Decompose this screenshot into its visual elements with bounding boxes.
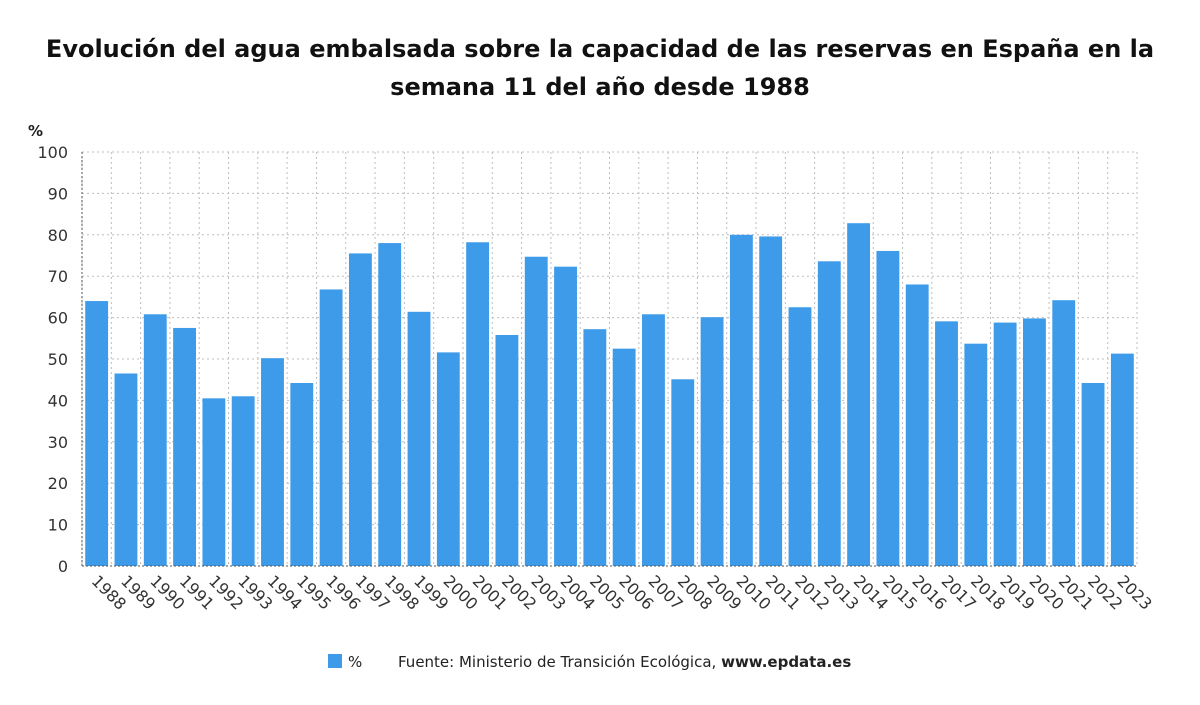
bar-2020 [1023, 318, 1046, 566]
bar-2023 [1110, 353, 1134, 566]
bar-2013 [817, 261, 841, 566]
y-tick-label: 10 [48, 516, 68, 535]
bar-2021 [1052, 300, 1076, 566]
bar-2011 [759, 236, 783, 566]
bar-2017 [935, 321, 958, 566]
y-tick-label: 0 [58, 557, 68, 576]
bar-1990 [143, 314, 167, 566]
y-tick-label: 50 [48, 350, 68, 369]
legend: % Fuente: Ministerio de Transición Ecoló… [328, 653, 851, 671]
bar-2014 [847, 223, 871, 566]
bars [85, 223, 1134, 567]
chart-title: Evolución del agua embalsada sobre la ca… [45, 35, 1155, 101]
y-tick-label: 20 [48, 474, 68, 493]
legend-swatch [328, 654, 342, 668]
y-axis-unit-label: % [28, 122, 43, 140]
bar-2001 [466, 242, 490, 566]
bar-2007 [642, 314, 665, 566]
bar-1992 [202, 398, 226, 566]
bar-1994 [261, 358, 284, 566]
bar-1991 [173, 327, 196, 566]
bar-1989 [114, 373, 138, 566]
bar-2012 [788, 307, 812, 566]
y-tick-label: 80 [48, 226, 68, 245]
bar-2009 [700, 317, 724, 566]
bar-2004 [554, 266, 577, 566]
bar-2019 [993, 322, 1017, 566]
bar-1997 [348, 253, 372, 566]
y-tick-label: 70 [48, 267, 68, 286]
y-tick-label: 30 [48, 433, 68, 452]
bar-2015 [876, 250, 900, 567]
source-note: Fuente: Ministerio de Transición Ecológi… [398, 653, 851, 671]
bar-2002 [495, 334, 519, 566]
bar-2016 [905, 284, 929, 566]
bar-2005 [583, 329, 607, 566]
y-tick-label: 90 [48, 184, 68, 203]
bar-1995 [290, 383, 314, 566]
bar-1993 [231, 396, 255, 566]
y-tick-label: 60 [48, 309, 68, 328]
bar-1999 [407, 311, 431, 566]
bar-1996 [319, 289, 343, 566]
bar-1998 [378, 243, 402, 566]
bar-1988 [85, 301, 109, 566]
source-site: www.epdata.es [721, 653, 851, 671]
y-tick-label: 100 [37, 143, 68, 162]
source-text: Fuente: Ministerio de Transición Ecológi… [398, 653, 716, 671]
bar-2022 [1081, 383, 1105, 566]
grid [81, 151, 1138, 566]
bar-2000 [436, 352, 460, 566]
y-tick-label: 40 [48, 391, 68, 410]
bar-2008 [671, 379, 695, 566]
bar-2018 [964, 343, 988, 566]
bar-2006 [612, 348, 636, 566]
bar-2003 [524, 256, 548, 566]
legend-label: % [348, 653, 362, 671]
bar-2010 [729, 234, 753, 567]
